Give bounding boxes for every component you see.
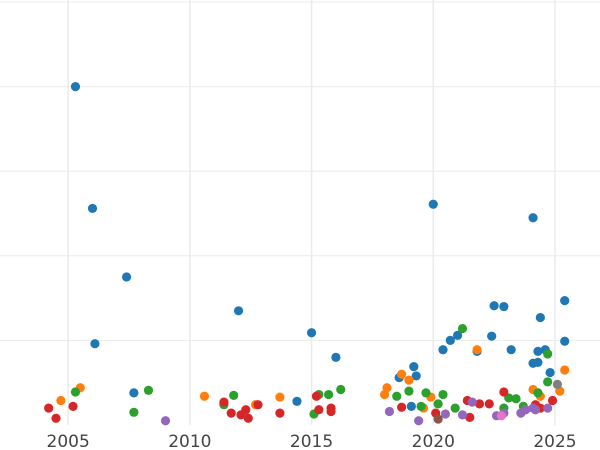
data-point bbox=[241, 405, 251, 415]
data-point bbox=[336, 384, 346, 395]
data-point bbox=[543, 377, 553, 387]
data-point bbox=[440, 409, 451, 419]
data-point bbox=[416, 401, 426, 411]
data-point bbox=[51, 413, 61, 423]
data-point bbox=[533, 388, 543, 398]
data-point bbox=[433, 399, 443, 409]
data-point bbox=[406, 401, 416, 411]
data-point bbox=[121, 272, 132, 282]
data-point bbox=[384, 406, 395, 417]
x-tick-label: 2015 bbox=[290, 432, 333, 450]
data-point bbox=[129, 407, 139, 417]
grid bbox=[0, 0, 600, 425]
data-point bbox=[87, 203, 98, 214]
data-point bbox=[499, 301, 509, 312]
data-point bbox=[433, 414, 443, 424]
data-point bbox=[560, 365, 570, 375]
data-point bbox=[90, 339, 100, 349]
data-point bbox=[453, 330, 463, 340]
x-tick-label: 2005 bbox=[47, 432, 90, 450]
data-point bbox=[253, 400, 263, 410]
data-point bbox=[552, 379, 563, 389]
data-point bbox=[314, 405, 324, 415]
data-point bbox=[467, 397, 477, 407]
data-point bbox=[229, 390, 239, 400]
data-point bbox=[547, 395, 558, 406]
data-point bbox=[438, 389, 448, 400]
data-point bbox=[457, 323, 468, 334]
data-point bbox=[421, 388, 431, 398]
data-point bbox=[404, 375, 414, 385]
data-point bbox=[70, 82, 81, 92]
data-point bbox=[450, 403, 460, 413]
data-point bbox=[233, 306, 244, 316]
data-point bbox=[324, 389, 334, 400]
data-point bbox=[199, 391, 210, 401]
data-point bbox=[56, 395, 66, 406]
data-point bbox=[560, 296, 570, 306]
data-point bbox=[143, 385, 154, 395]
data-point bbox=[68, 401, 78, 411]
data-point bbox=[533, 357, 543, 367]
data-point bbox=[428, 199, 438, 209]
data-point bbox=[311, 391, 322, 401]
data-point bbox=[511, 394, 521, 404]
data-point bbox=[404, 386, 414, 396]
x-tick-label: 2010 bbox=[168, 432, 211, 450]
data-point bbox=[438, 345, 448, 355]
data-point bbox=[275, 408, 285, 418]
data-point bbox=[414, 416, 424, 426]
data-point bbox=[397, 369, 407, 379]
data-point bbox=[457, 410, 468, 420]
data-point bbox=[292, 396, 302, 406]
data-point bbox=[535, 312, 545, 323]
data-point bbox=[326, 406, 336, 417]
data-point bbox=[44, 403, 54, 413]
data-point bbox=[219, 397, 229, 407]
data-point bbox=[472, 345, 482, 355]
x-tick-label: 2025 bbox=[533, 432, 576, 450]
data-point bbox=[465, 412, 475, 422]
data-point bbox=[489, 301, 499, 311]
data-point bbox=[129, 388, 139, 398]
data-points bbox=[44, 82, 570, 426]
data-point bbox=[275, 392, 285, 402]
data-point bbox=[521, 405, 531, 415]
data-point bbox=[545, 367, 555, 378]
data-point bbox=[484, 399, 494, 409]
data-point bbox=[487, 331, 497, 341]
data-point bbox=[560, 336, 570, 346]
data-point bbox=[382, 383, 392, 393]
data-point bbox=[499, 387, 509, 397]
x-axis-ticks: 2005 2010 2015 2020 2025 bbox=[47, 432, 577, 450]
data-point bbox=[506, 345, 516, 355]
data-point bbox=[331, 352, 341, 362]
data-point bbox=[530, 405, 541, 415]
data-point bbox=[543, 349, 553, 359]
data-point bbox=[70, 387, 81, 397]
data-point bbox=[445, 335, 455, 345]
data-point bbox=[226, 408, 236, 418]
data-point bbox=[397, 402, 407, 412]
data-point bbox=[496, 411, 507, 421]
data-point bbox=[409, 362, 419, 372]
x-tick-label: 2020 bbox=[412, 432, 455, 450]
data-point bbox=[411, 371, 421, 381]
data-point bbox=[474, 399, 485, 409]
data-point bbox=[392, 391, 402, 401]
data-point bbox=[306, 328, 317, 338]
data-point bbox=[160, 416, 171, 426]
data-point bbox=[528, 213, 538, 223]
data-point bbox=[533, 346, 543, 356]
data-point bbox=[543, 403, 553, 413]
data-point bbox=[243, 413, 253, 423]
